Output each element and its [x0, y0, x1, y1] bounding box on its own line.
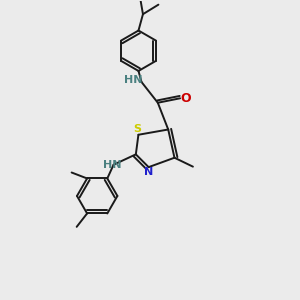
Text: N: N: [144, 167, 153, 178]
Text: O: O: [180, 92, 191, 105]
Text: HN: HN: [124, 76, 142, 85]
Text: HN: HN: [103, 160, 121, 170]
Text: S: S: [133, 124, 141, 134]
